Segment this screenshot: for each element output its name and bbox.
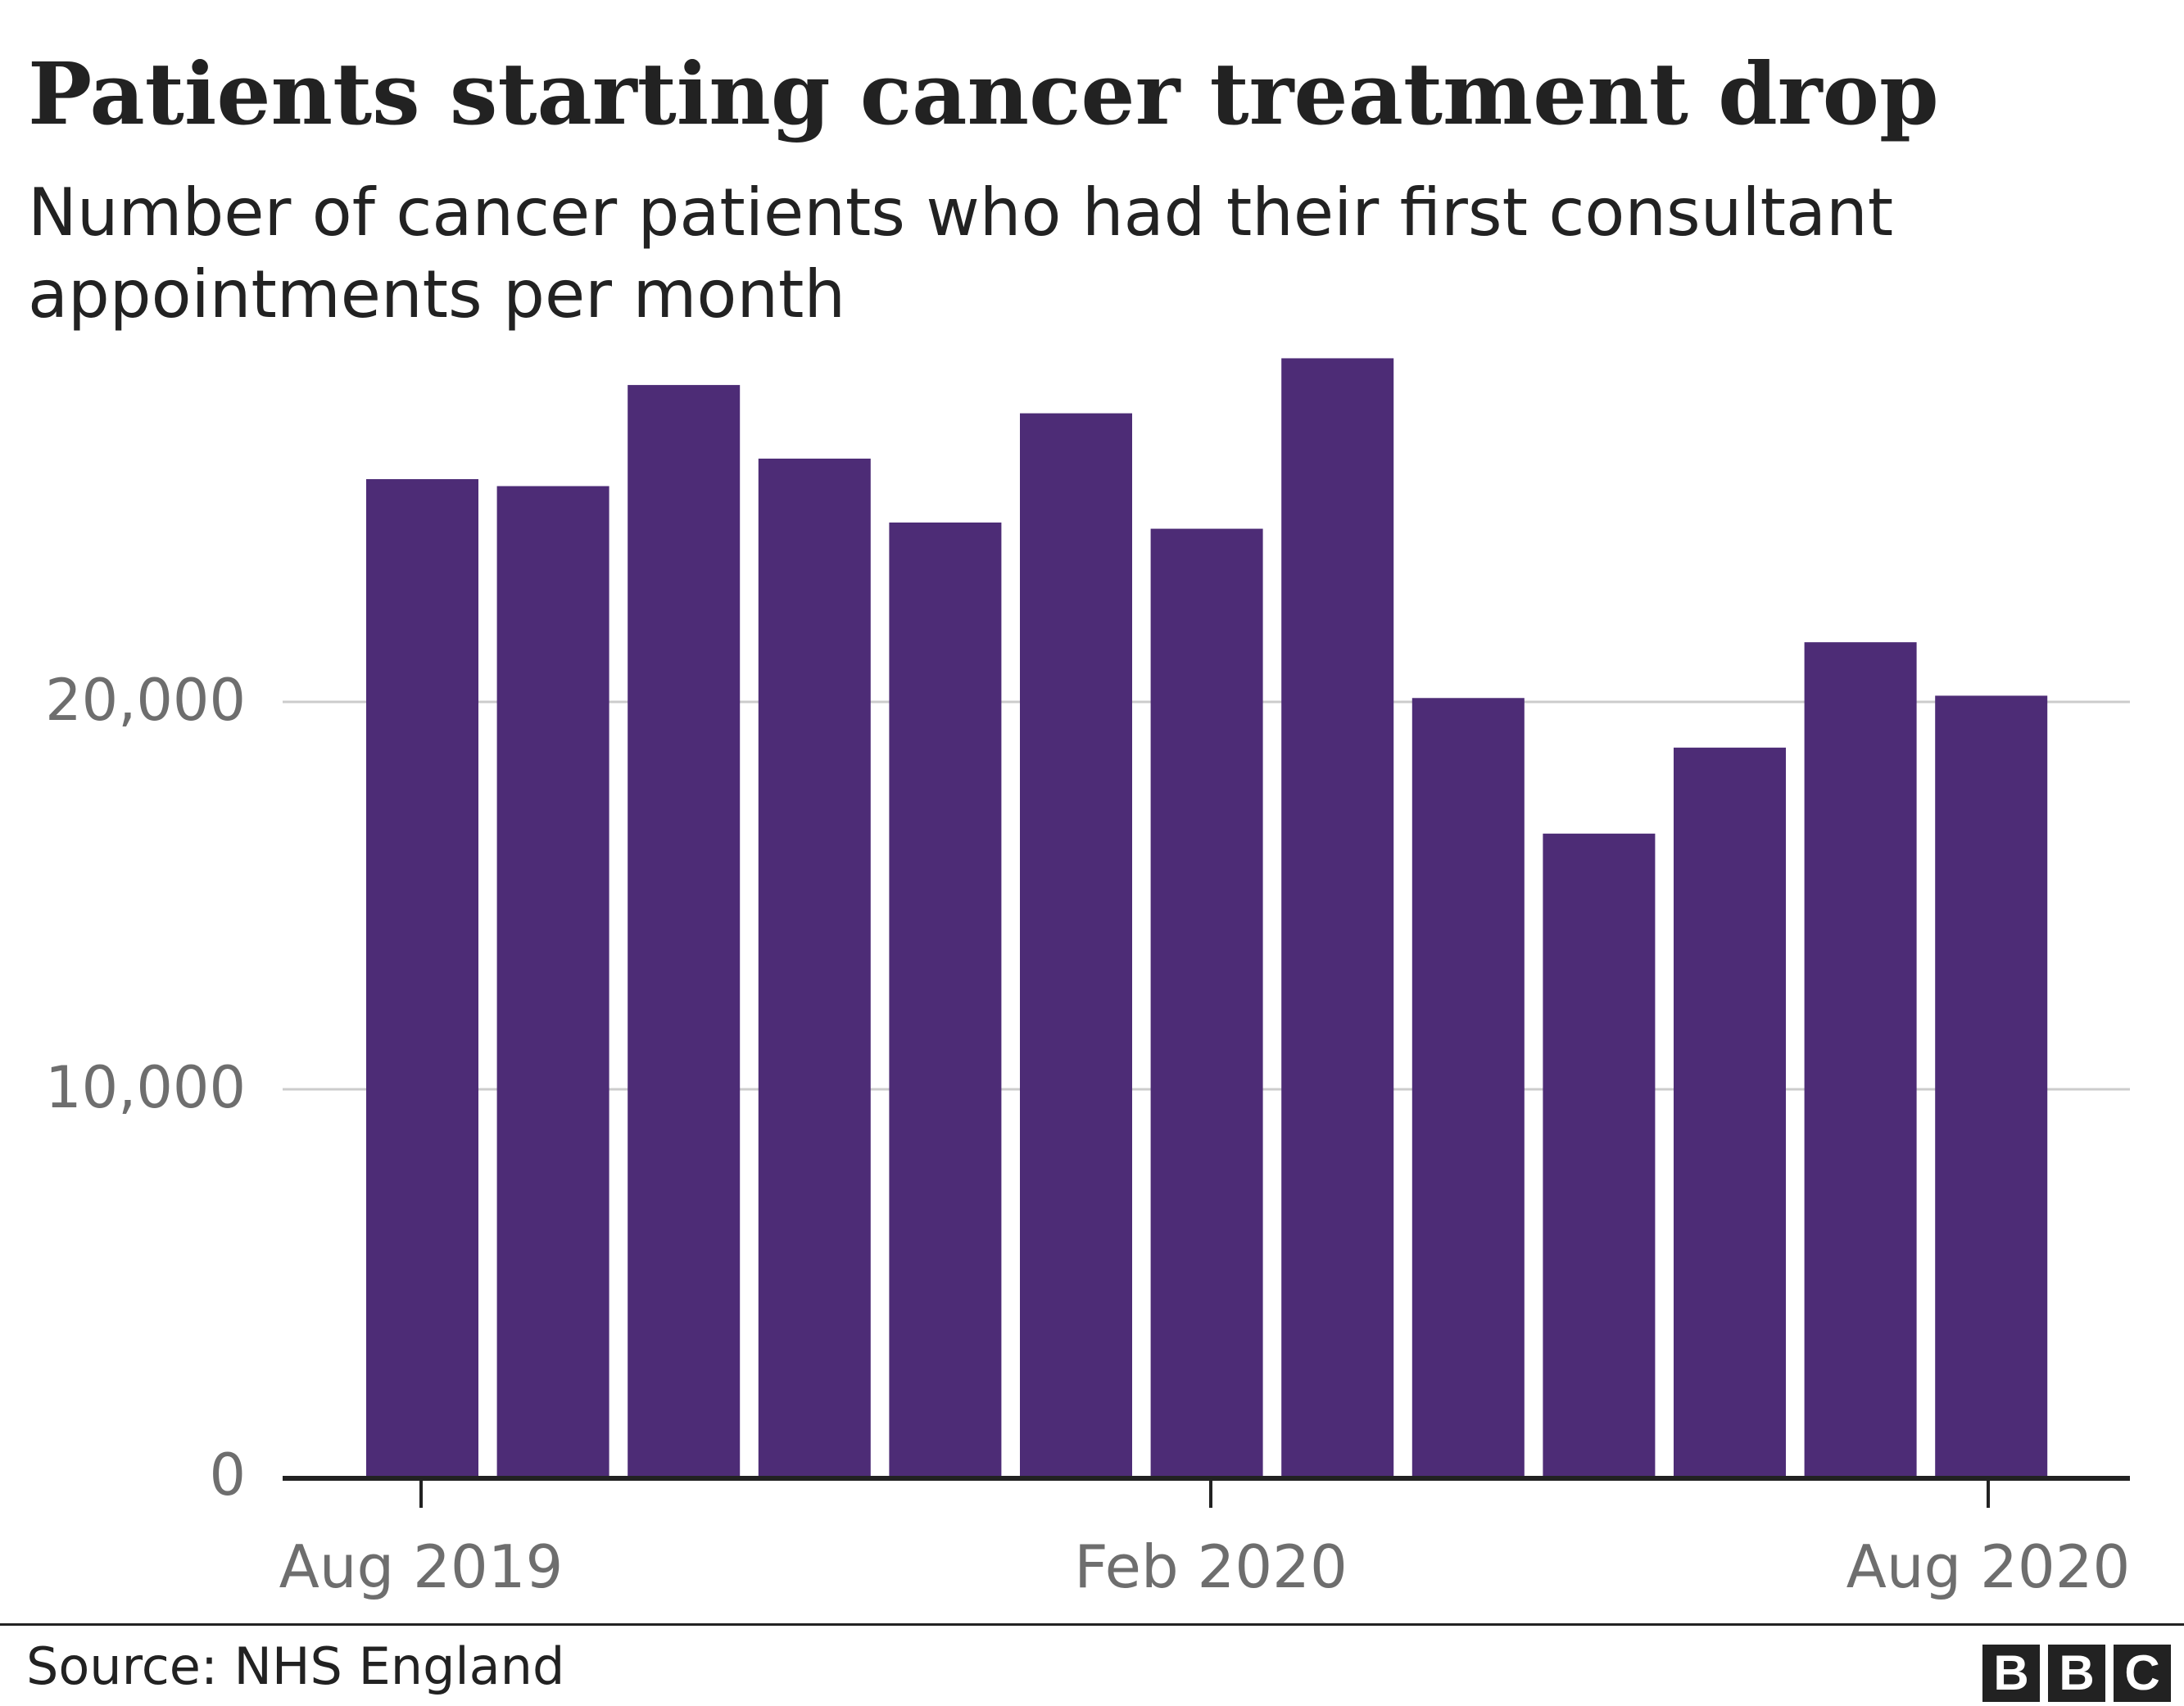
y-tick-label: 10,000 — [45, 1054, 246, 1121]
bbc-logo-letter: B — [2048, 1645, 2105, 1702]
bbc-logo-letter: B — [1982, 1645, 2040, 1702]
bbc-logo: B B C — [1982, 1645, 2171, 1702]
x-tick-label: Aug 2019 — [279, 1532, 564, 1601]
bar — [1281, 358, 1394, 1477]
bar — [889, 523, 1002, 1477]
bar — [496, 486, 609, 1477]
axes: 0 10,000 20,000 Aug 2019 Feb 2020 Aug 2020 — [45, 667, 2130, 1601]
footer-divider — [0, 1623, 2184, 1626]
bar — [1543, 833, 1656, 1477]
source-note: Source: NHS England — [26, 1636, 565, 1696]
chart-subtitle: Number of cancer patients who had their … — [28, 174, 1894, 333]
y-tick-label: 20,000 — [45, 667, 246, 734]
bar — [1150, 528, 1263, 1477]
bar — [1020, 413, 1132, 1477]
bar — [1804, 642, 1917, 1477]
bar — [1674, 747, 1786, 1477]
bar — [758, 458, 871, 1477]
bar — [1411, 698, 1525, 1477]
bar-chart: 0 10,000 20,000 Aug 2019 Feb 2020 Aug 2020 — [45, 358, 2130, 1601]
bar — [366, 479, 478, 1477]
x-tick-label: Aug 2020 — [1846, 1532, 2131, 1601]
bar — [628, 385, 741, 1477]
bbc-logo-letter: C — [2114, 1645, 2171, 1702]
x-tick-label: Feb 2020 — [1074, 1532, 1348, 1601]
chart-title: Patients starting cancer treatment drop — [28, 43, 1939, 144]
bars — [366, 358, 2048, 1477]
bar — [1935, 695, 2048, 1477]
y-tick-label: 0 — [209, 1441, 246, 1509]
